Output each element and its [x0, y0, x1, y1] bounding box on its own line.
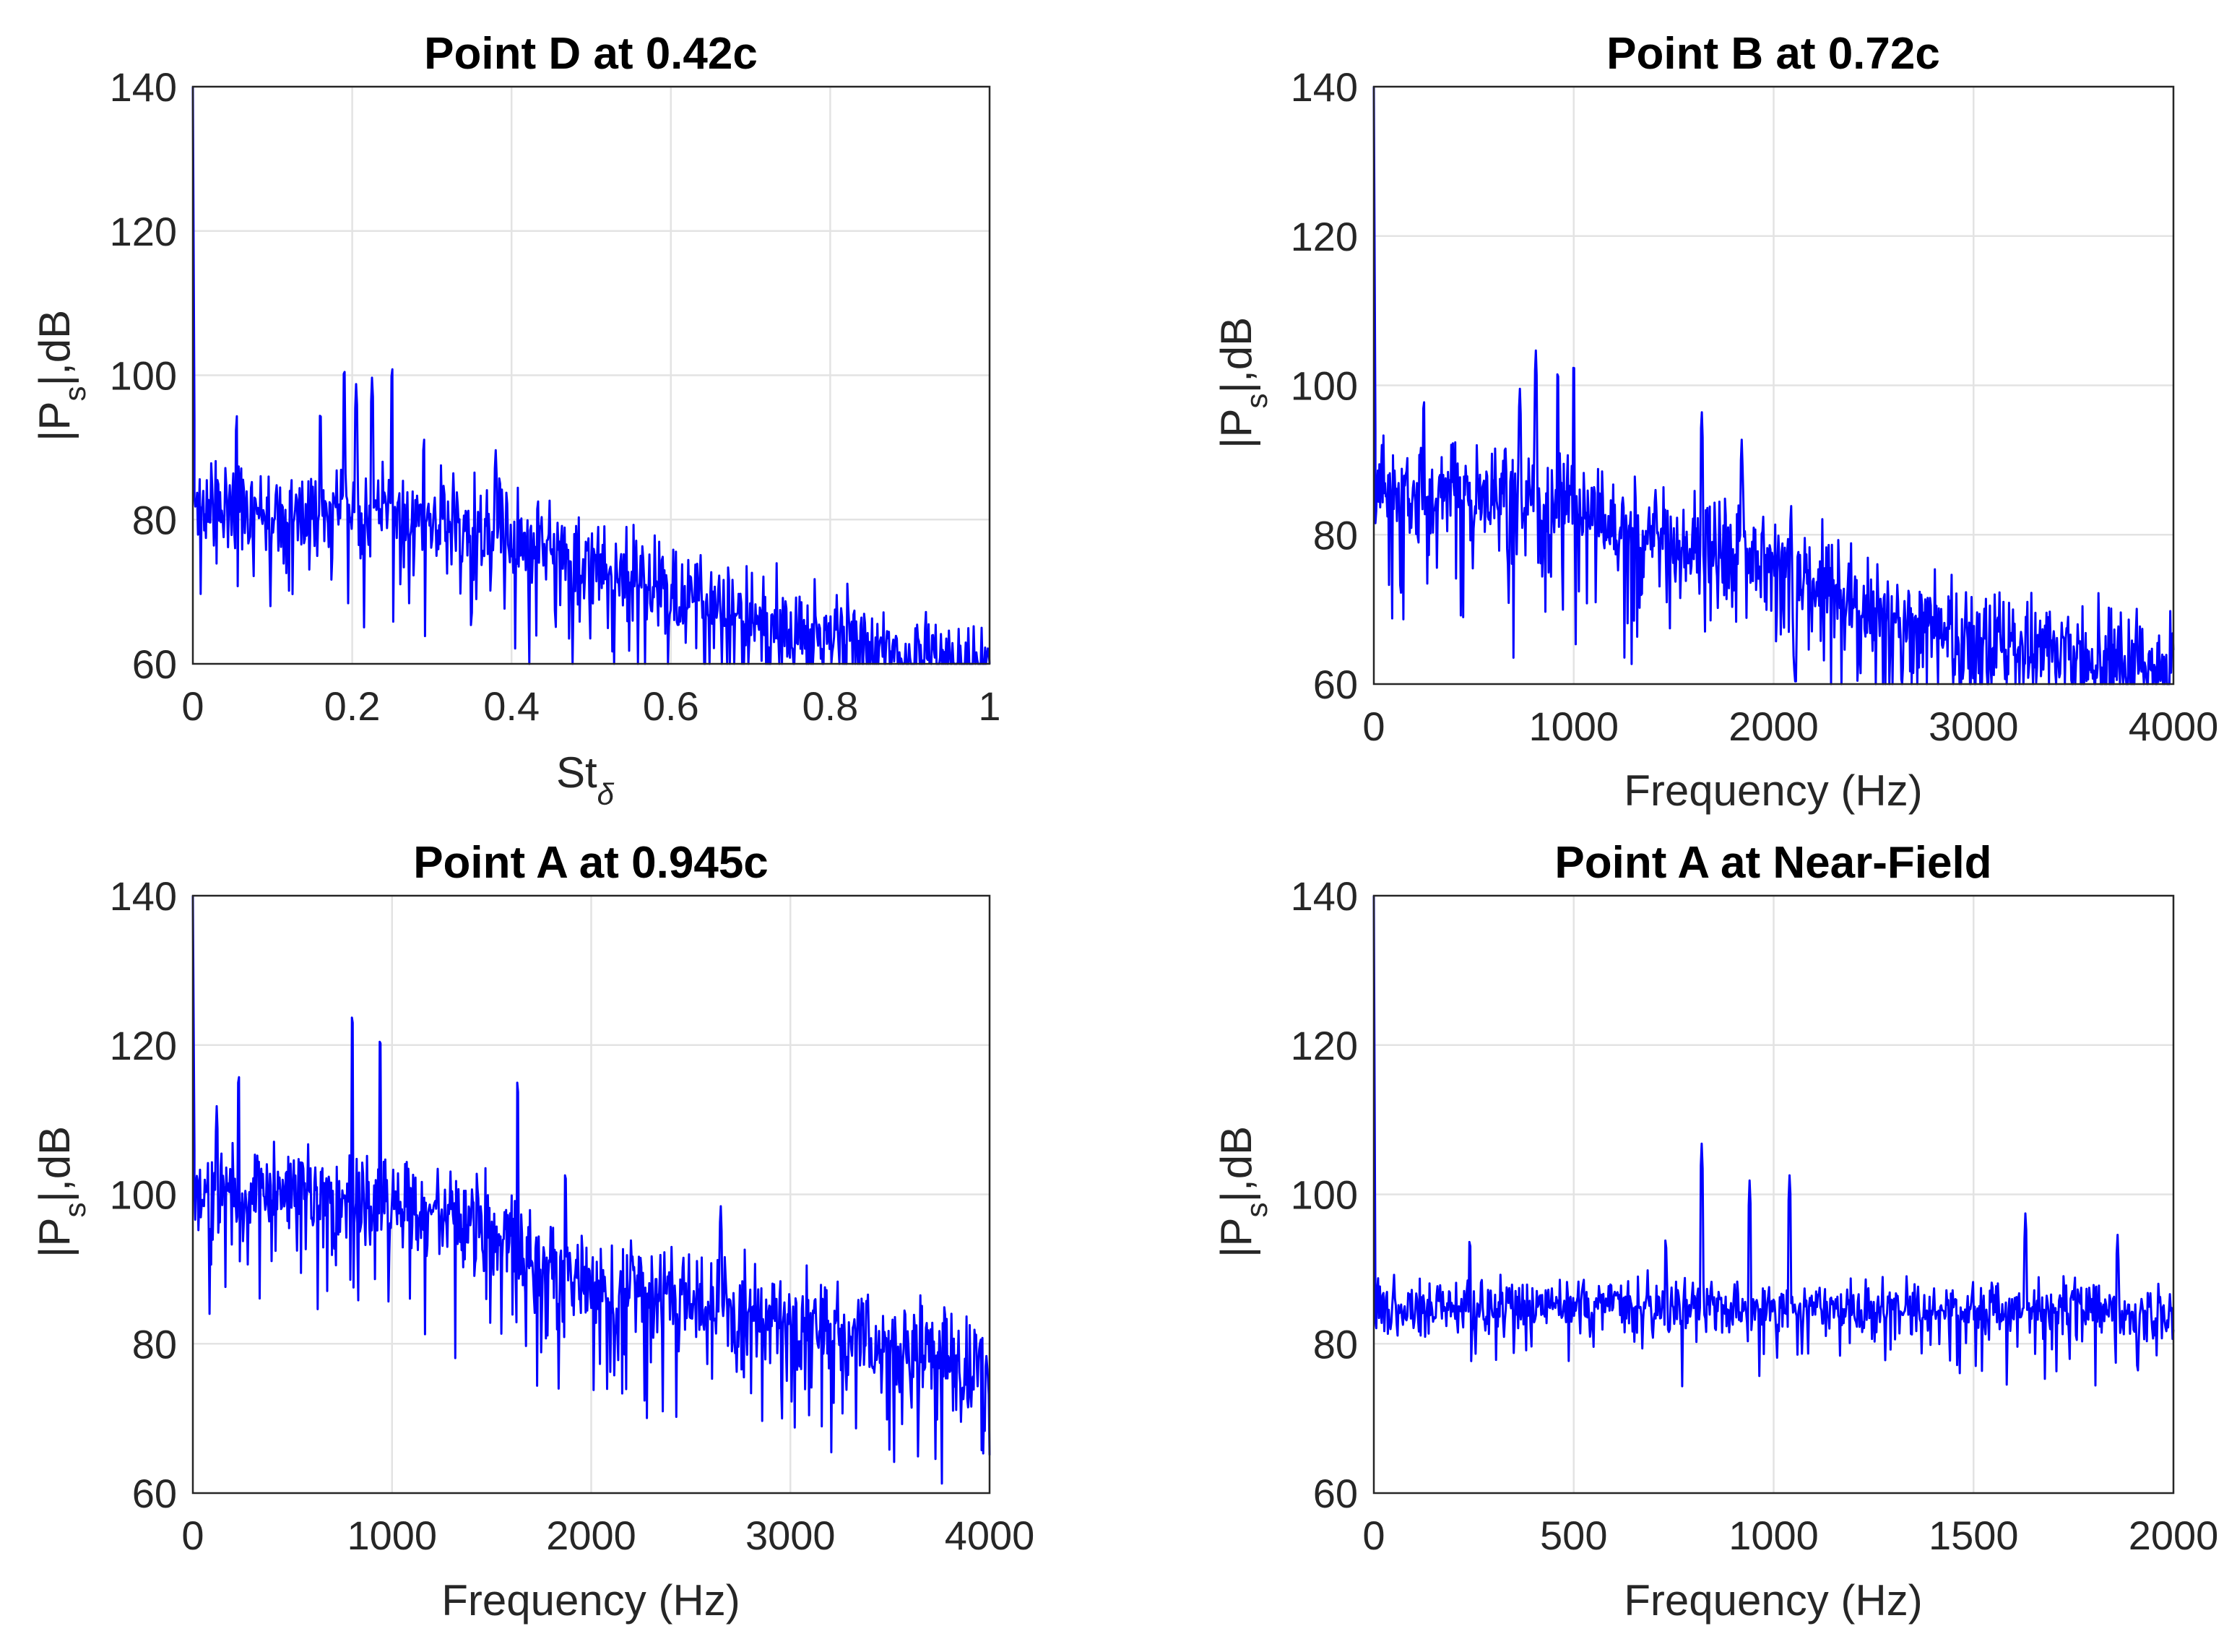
- y-tick-label: 60: [1313, 1471, 1358, 1516]
- y-tick-labels: 60 80 100 120 140: [110, 64, 177, 687]
- axes-box: [1372, 894, 2175, 1495]
- x-tick-label: 4000: [945, 1513, 1035, 1558]
- x-tick-label: 2000: [546, 1513, 636, 1558]
- y-tick-label: 80: [132, 497, 177, 542]
- y-tick-label: 140: [110, 64, 177, 110]
- axes-box: [191, 894, 991, 1495]
- y-tick-label: 140: [1291, 64, 1358, 110]
- y-tick-label: 80: [1313, 512, 1358, 558]
- y-tick-labels: 60 80 100 120 140: [110, 873, 177, 1516]
- panel-point-d: Point D at 0.42c 0 0.2 0.4 0.6 0.8 1 60 80 100 1…: [30, 29, 1001, 811]
- axes-box: [191, 85, 991, 665]
- y-axis-label: |Ps|,dB: [30, 1126, 92, 1258]
- y-tick-label: 100: [110, 1172, 177, 1218]
- spectrum-line: [191, 86, 991, 665]
- spectrum-line: [1372, 895, 2175, 1388]
- y-tick-label: 60: [1313, 662, 1358, 707]
- y-tick-label: 60: [132, 1471, 177, 1516]
- chart-title: Point D at 0.42c: [424, 29, 758, 79]
- x-tick-label: 0: [181, 1513, 204, 1558]
- chart-title: Point A at 0.945c: [413, 838, 769, 888]
- x-tick-label: 1000: [1528, 704, 1619, 749]
- y-tick-label: 80: [132, 1321, 177, 1367]
- x-tick-label: 0.6: [643, 683, 699, 729]
- panel-point-a-near-field: Point A at Near-Field 0 500 1000 1500 2000 6…: [1212, 838, 2218, 1625]
- y-tick-label: 120: [1291, 214, 1358, 259]
- x-tick-label: 0.4: [483, 683, 540, 729]
- panel-point-b: Point B at 0.72c 0 1000 2000 3000 4000 60 80 1…: [1212, 29, 2218, 815]
- y-tick-label: 120: [1291, 1023, 1358, 1068]
- x-tick-label: 0.2: [324, 683, 381, 729]
- y-tick-labels: 60 80 100 120 140: [1291, 873, 1358, 1516]
- x-axis-label: Stδ: [556, 748, 615, 811]
- x-axis-label: Frequency (Hz): [1624, 1576, 1922, 1625]
- x-tick-label: 2000: [1728, 704, 1819, 749]
- x-tick-label: 4000: [2129, 704, 2219, 749]
- y-tick-label: 80: [1313, 1321, 1358, 1367]
- y-tick-label: 100: [110, 353, 177, 399]
- y-tick-label: 140: [1291, 873, 1358, 919]
- y-tick-label: 120: [110, 1023, 177, 1068]
- y-tick-label: 120: [110, 209, 177, 254]
- x-tick-label: 3000: [1929, 704, 2019, 749]
- x-axis-label: Frequency (Hz): [441, 1576, 740, 1625]
- panel-point-a-0945c: Point A at 0.945c 0 1000 2000 3000 4000 60 80…: [30, 838, 1034, 1625]
- spectrum-line: [1372, 86, 2175, 686]
- y-tick-label: 100: [1291, 363, 1358, 409]
- y-tick-label: 140: [110, 873, 177, 919]
- x-tick-label: 0: [1362, 704, 1385, 749]
- y-tick-label: 60: [132, 641, 177, 687]
- x-tick-labels: 0 1000 2000 3000 4000: [181, 1513, 1034, 1558]
- grid: [193, 896, 990, 1493]
- x-tick-label: 1500: [1929, 1513, 2019, 1558]
- x-tick-labels: 0 0.2 0.4 0.6 0.8 1: [181, 683, 1000, 729]
- x-tick-label: 2000: [2129, 1513, 2219, 1558]
- x-tick-label: 3000: [745, 1513, 836, 1558]
- axes-box: [1372, 85, 2175, 686]
- y-axis-label: |Ps|,dB: [30, 310, 92, 441]
- x-tick-label: 1000: [1728, 1513, 1819, 1558]
- x-tick-label: 1000: [347, 1513, 437, 1558]
- y-axis-label: |Ps|,dB: [1212, 317, 1273, 449]
- x-tick-label: 0.8: [802, 683, 858, 729]
- chart-title: Point A at Near-Field: [1554, 838, 1991, 888]
- x-axis-label: Frequency (Hz): [1624, 766, 1922, 815]
- grid: [1374, 87, 2173, 684]
- grid: [1374, 896, 2173, 1493]
- x-tick-label: 500: [1540, 1513, 1607, 1558]
- y-tick-label: 100: [1291, 1172, 1358, 1218]
- y-tick-labels: 60 80 100 120 140: [1291, 64, 1358, 707]
- chart-title: Point B at 0.72c: [1606, 29, 1940, 79]
- x-tick-label: 1: [978, 683, 1000, 729]
- spectrum-line: [191, 895, 991, 1485]
- x-tick-label: 0: [1362, 1513, 1385, 1558]
- x-tick-labels: 0 1000 2000 3000 4000: [1362, 704, 2218, 749]
- y-axis-label: |Ps|,dB: [1212, 1126, 1273, 1258]
- x-tick-labels: 0 500 1000 1500 2000: [1362, 1513, 2218, 1558]
- x-tick-label: 0: [181, 683, 204, 729]
